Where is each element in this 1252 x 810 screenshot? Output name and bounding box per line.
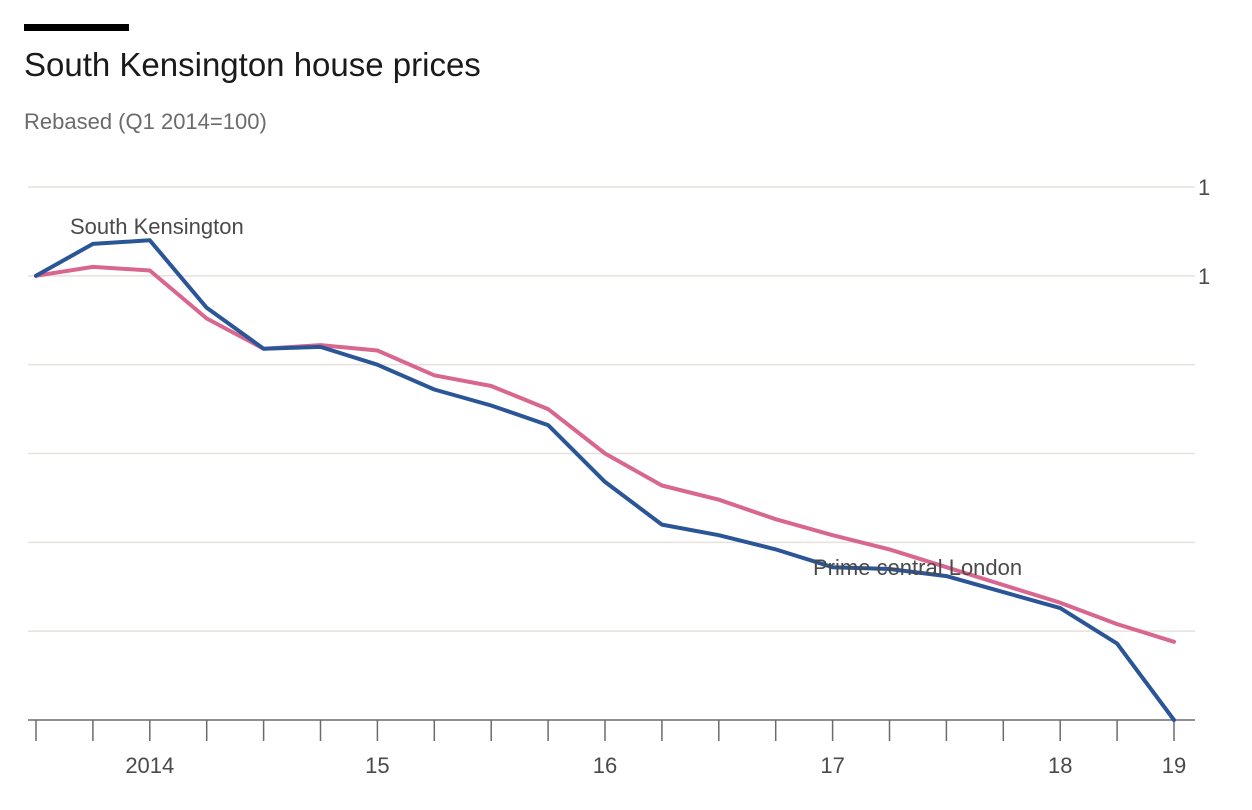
x-tick-label: 17 bbox=[820, 753, 844, 778]
series-line-south-kensington bbox=[34, 238, 1176, 722]
gridlines bbox=[28, 186, 1195, 632]
y-tick-label: 1 bbox=[1198, 264, 1210, 289]
series-line-prime-central-london bbox=[34, 264, 1176, 644]
series-label-south-kensington: South Kensington bbox=[70, 214, 244, 239]
x-tick-label: 18 bbox=[1048, 753, 1072, 778]
x-tick-label: 2014 bbox=[125, 753, 174, 778]
x-axis: 2014 15 16 17 18 19 bbox=[28, 719, 1195, 778]
y-tick-label: 1 bbox=[1198, 175, 1210, 200]
x-tick-label: 19 bbox=[1162, 753, 1186, 778]
chart-subtitle: Rebased (Q1 2014=100) bbox=[24, 109, 267, 134]
header-rule bbox=[24, 24, 129, 31]
y-tick-labels: 11 bbox=[1198, 175, 1210, 289]
x-tick-label: 15 bbox=[365, 753, 389, 778]
chart-title: South Kensington house prices bbox=[24, 46, 481, 83]
series-labels: South Kensington Prime central London bbox=[70, 214, 1022, 580]
series-label-prime-central-london: Prime central London bbox=[813, 555, 1022, 580]
x-tick-label: 16 bbox=[593, 753, 617, 778]
series-lines bbox=[34, 238, 1176, 722]
